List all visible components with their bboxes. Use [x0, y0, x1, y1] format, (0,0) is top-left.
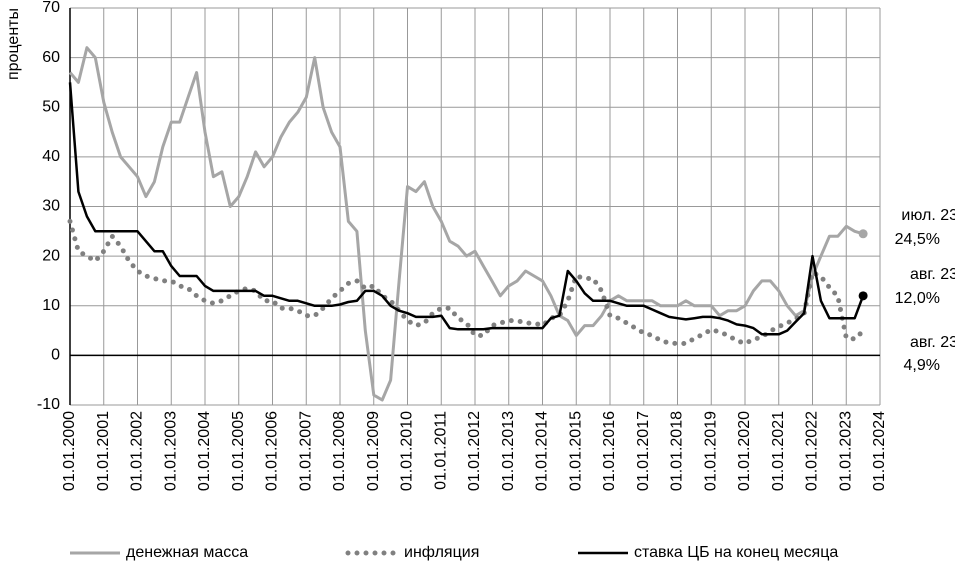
x-tick-label: 01.01.2023 — [837, 411, 854, 491]
x-tick-label: 01.01.2016 — [601, 411, 618, 491]
y-tick-label: 0 — [51, 347, 60, 364]
x-tick-label: 01.01.2010 — [399, 411, 416, 491]
annotation: 12,0% — [895, 290, 940, 307]
y-tick-label: -10 — [37, 396, 60, 413]
x-tick-label: 01.01.2022 — [804, 411, 821, 491]
x-tick-label: 01.01.2015 — [567, 411, 584, 491]
annotation: авг. 23 — [910, 334, 955, 351]
end-marker — [858, 291, 868, 301]
x-tick-label: 01.01.2001 — [95, 411, 112, 491]
series-line — [67, 218, 866, 346]
x-tick-label: 01.01.2006 — [264, 411, 281, 491]
x-tick-label: 01.01.2004 — [196, 411, 213, 491]
end-marker — [858, 229, 868, 239]
x-tick-label: 01.01.2019 — [702, 411, 719, 491]
x-tick-label: 01.01.2011 — [432, 411, 449, 490]
annotation: 4,9% — [904, 357, 940, 374]
x-tick-label: 01.01.2018 — [669, 411, 686, 491]
y-tick-label: 30 — [42, 198, 60, 215]
x-tick-label: 01.01.2021 — [770, 411, 787, 491]
annotation: 24,5% — [895, 231, 940, 248]
y-tick-label: 20 — [42, 247, 60, 264]
x-tick-label: 01.01.2024 — [871, 411, 888, 491]
x-tick-label: 01.01.2007 — [297, 411, 314, 491]
y-tick-label: 50 — [42, 98, 60, 115]
x-tick-label: 01.01.2000 — [61, 411, 78, 491]
legend-label: инфляция — [404, 544, 479, 561]
y-axis-label: проценты — [5, 8, 22, 80]
x-tick-label: 01.01.2003 — [162, 411, 179, 491]
x-tick-label: 01.01.2017 — [635, 411, 652, 491]
x-tick-label: 01.01.2014 — [534, 411, 551, 491]
x-tick-label: 01.01.2020 — [736, 411, 753, 491]
x-tick-label: 01.01.2012 — [466, 411, 483, 491]
legend-label: денежная масса — [126, 544, 248, 561]
x-tick-label: 01.01.2008 — [331, 411, 348, 491]
series-line — [68, 46, 864, 402]
y-tick-label: 60 — [42, 49, 60, 66]
annotation: июл. 23 — [901, 207, 955, 224]
x-tick-label: 01.01.2009 — [365, 411, 382, 491]
x-tick-label: 01.01.2002 — [129, 411, 146, 491]
y-tick-label: 40 — [42, 148, 60, 165]
y-tick-label: 70 — [42, 0, 60, 16]
legend-label: ставка ЦБ на конец месяца — [634, 544, 838, 561]
x-tick-label: 01.01.2005 — [230, 411, 247, 491]
annotation: авг. 23 — [910, 266, 955, 283]
x-tick-label: 01.01.2013 — [500, 411, 517, 491]
series-line — [68, 82, 865, 336]
y-tick-label: 10 — [42, 297, 60, 314]
